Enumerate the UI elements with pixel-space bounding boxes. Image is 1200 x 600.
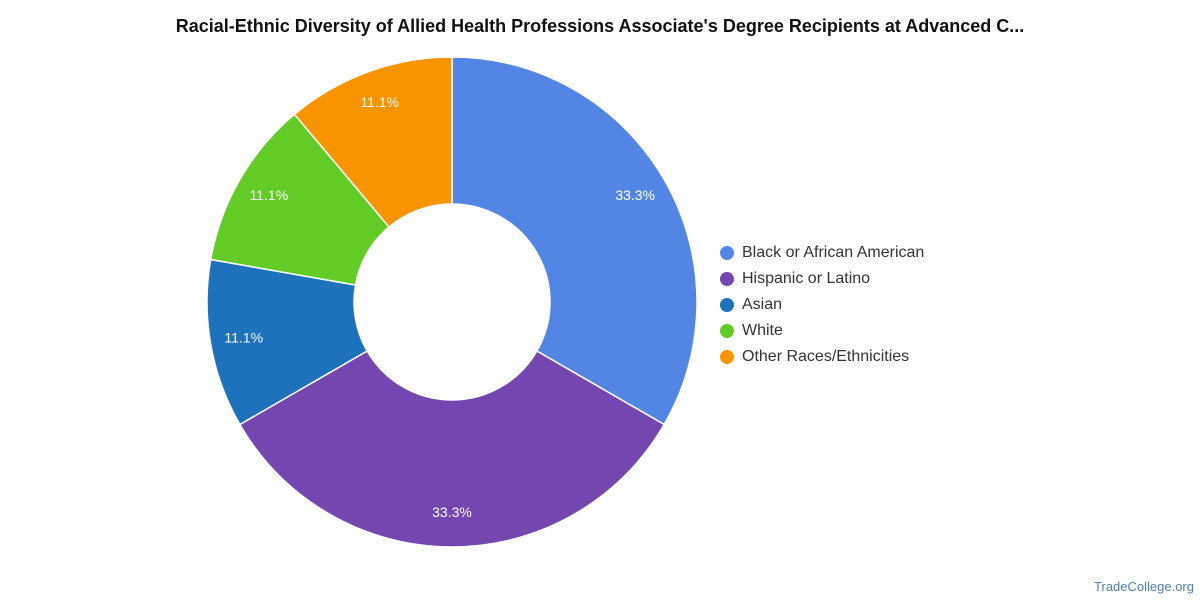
legend-swatch — [720, 246, 734, 260]
legend: Black or African American Hispanic or La… — [720, 240, 924, 370]
legend-item-black-or-african-american[interactable]: Black or African American — [720, 240, 924, 266]
legend-label: Other Races/Ethnicities — [742, 348, 910, 365]
legend-item-white[interactable]: White — [720, 318, 924, 344]
slice-value-label: 33.3% — [615, 187, 655, 203]
slice-value-label: 11.1% — [360, 94, 399, 110]
donut-slice-asian[interactable] — [206, 258, 369, 426]
donut-slice-white[interactable] — [209, 113, 391, 286]
legend-swatch — [720, 324, 734, 338]
legend-swatch — [720, 272, 734, 286]
legend-item-other-races-ethnicities[interactable]: Other Races/Ethnicities — [720, 344, 924, 370]
donut-slice-other-races-ethnicities[interactable] — [293, 56, 453, 228]
slice-value-label: 11.1% — [249, 187, 288, 203]
legend-label: Black or African American — [742, 244, 925, 261]
legend-swatch — [720, 298, 734, 312]
legend-label: Hispanic or Latino — [742, 270, 871, 287]
slice-value-label: 11.1% — [224, 329, 263, 345]
donut-slice-labels: 33.3% 33.3% 11.1% 11.1% 11.1% — [224, 94, 655, 520]
legend-swatch — [720, 350, 734, 364]
donut-slice-hispanic-or-latino[interactable] — [238, 349, 666, 548]
source-watermark[interactable]: TradeCollege.org — [1094, 579, 1194, 594]
chart-title: Racial-Ethnic Diversity of Allied Health… — [175, 16, 1025, 36]
legend-item-hispanic-or-latino[interactable]: Hispanic or Latino — [720, 266, 924, 292]
donut-slices — [206, 56, 698, 548]
legend-label: Asian — [742, 296, 783, 313]
donut-slice-black-or-african-american[interactable] — [451, 56, 698, 426]
slice-value-label: 33.3% — [432, 504, 472, 520]
legend-label: White — [742, 322, 783, 339]
legend-item-asian[interactable]: Asian — [720, 292, 924, 318]
